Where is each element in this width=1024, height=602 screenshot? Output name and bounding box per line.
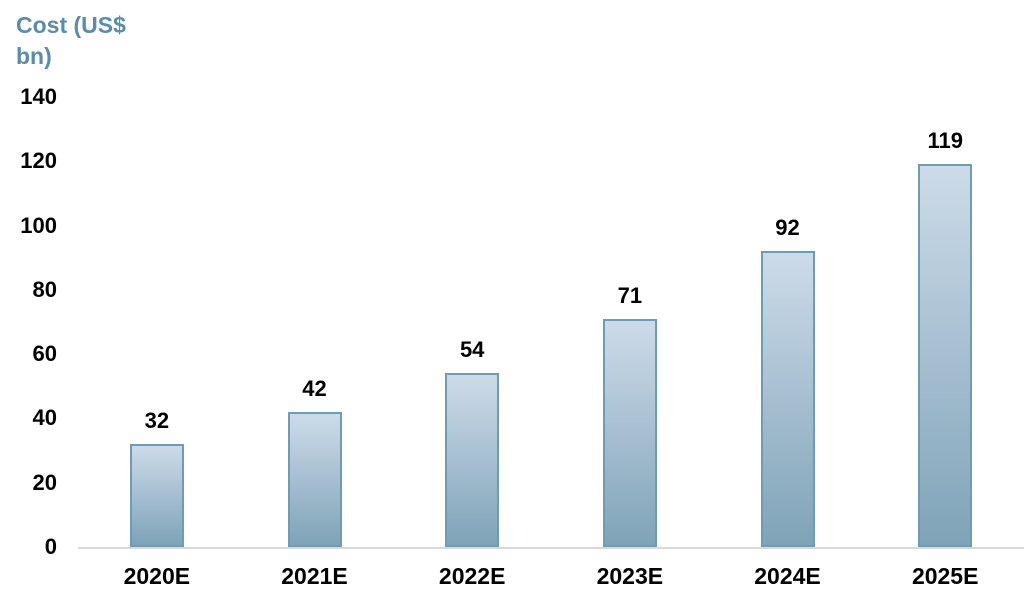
- x-axis-tick-label: 2025E: [911, 563, 979, 589]
- y-axis-title: Cost (US$ bn): [16, 10, 126, 72]
- bar-slot: 54: [393, 97, 551, 547]
- bar-slot: 119: [866, 97, 1024, 547]
- y-axis-tick-label: 120: [20, 148, 57, 174]
- y-axis-tick-label: 80: [32, 276, 57, 302]
- bar-value-label: 119: [927, 128, 963, 153]
- bar: [602, 319, 657, 547]
- bar-value-label: 92: [775, 215, 800, 240]
- x-axis-tick-label: 2024E: [754, 563, 821, 589]
- bar: [918, 164, 973, 547]
- y-axis-tick-label: 20: [32, 469, 57, 495]
- x-axis-tick-label: 2021E: [281, 563, 348, 589]
- bar-value-label: 32: [144, 408, 170, 433]
- bar: [287, 412, 342, 547]
- y-axis-tick-label: 60: [32, 341, 57, 367]
- bar-value-label: 54: [459, 337, 485, 362]
- x-axis-labels: 2020E 2021E 2022E 2023E 2024E 2025E: [78, 563, 1024, 590]
- plot-area: 32 42 54 71 92 119: [78, 97, 1024, 549]
- y-axis-tick-label: 0: [44, 534, 57, 559]
- bar-slot: 32: [78, 97, 236, 547]
- y-axis-title-line1: Cost (US$: [16, 12, 126, 38]
- bar-slot: 92: [709, 97, 867, 547]
- bar: [760, 251, 815, 547]
- bar: [129, 444, 184, 547]
- y-axis-tick-label: 40: [32, 405, 57, 431]
- x-axis-tick-label: 2023E: [596, 563, 664, 589]
- x-axis-tick-label: 2022E: [438, 563, 506, 589]
- y-axis-tick-label: 140: [20, 84, 57, 109]
- bar-slot: 71: [551, 97, 709, 547]
- y-axis-tick-labels: 0 20 40 60 80 100 120 140: [0, 84, 57, 559]
- x-axis-tick-label: 2020E: [123, 563, 191, 589]
- y-axis-tick-label: 100: [20, 212, 57, 238]
- bar-value-label: 71: [617, 283, 643, 308]
- y-axis-title-line2: bn): [16, 43, 52, 69]
- bar: [445, 373, 500, 547]
- bar-slot: 42: [236, 97, 394, 547]
- bar-value-label: 42: [302, 376, 327, 401]
